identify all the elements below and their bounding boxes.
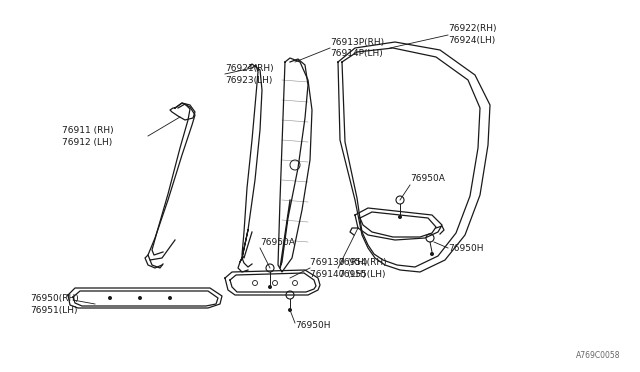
- Text: 76924(LH): 76924(LH): [448, 35, 495, 45]
- Circle shape: [108, 296, 112, 300]
- Text: 76922(RH): 76922(RH): [448, 23, 497, 32]
- Text: 76950A: 76950A: [410, 173, 445, 183]
- Text: 76921(RH): 76921(RH): [225, 64, 274, 73]
- Text: 769140 (LH): 769140 (LH): [310, 269, 366, 279]
- Text: 76950H: 76950H: [448, 244, 483, 253]
- Text: 76955(LH): 76955(LH): [338, 269, 385, 279]
- Text: 76950A: 76950A: [260, 237, 295, 247]
- Text: 76923(LH): 76923(LH): [225, 76, 273, 84]
- Text: 76912 (LH): 76912 (LH): [62, 138, 112, 147]
- Circle shape: [288, 308, 292, 312]
- Text: 76914P(LH): 76914P(LH): [330, 48, 383, 58]
- Text: 76950(RH): 76950(RH): [30, 294, 79, 302]
- Text: 76954(RH): 76954(RH): [338, 257, 387, 266]
- Circle shape: [398, 215, 402, 219]
- Circle shape: [138, 296, 142, 300]
- Circle shape: [168, 296, 172, 300]
- Circle shape: [430, 252, 434, 256]
- Text: 76913P(RH): 76913P(RH): [330, 38, 384, 46]
- Text: 769130 (RH): 769130 (RH): [310, 257, 367, 266]
- Text: 76951(LH): 76951(LH): [30, 305, 77, 314]
- Circle shape: [268, 285, 272, 289]
- Text: 76950H: 76950H: [295, 321, 330, 330]
- Text: A769C0058: A769C0058: [575, 351, 620, 360]
- Text: 76911 (RH): 76911 (RH): [62, 125, 114, 135]
